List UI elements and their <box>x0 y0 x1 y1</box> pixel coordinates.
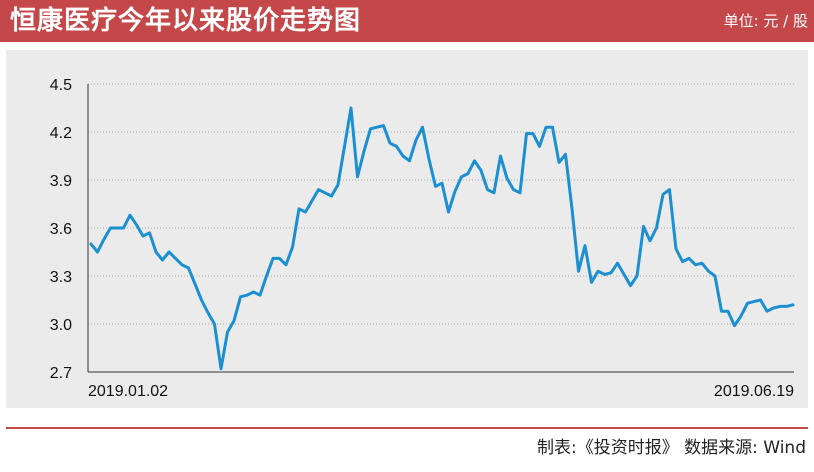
y-tick-label: 4.2 <box>50 125 72 142</box>
x-tick-end: 2019.06.19 <box>714 383 794 400</box>
y-tick-label: 3.6 <box>50 221 72 238</box>
unit-label: 单位: 元 / 股 <box>723 12 808 30</box>
title-bar: 恒康医疗今年以来股价走势图 单位: 元 / 股 <box>0 0 814 42</box>
footer-divider <box>6 427 808 429</box>
grid-lines <box>88 83 794 325</box>
y-tick-label: 4.5 <box>50 77 72 94</box>
y-tick-label: 3.3 <box>50 269 72 286</box>
y-tick-label: 2.7 <box>50 365 72 382</box>
chart-title: 恒康医疗今年以来股价走势图 <box>10 6 362 36</box>
price-series <box>89 106 795 371</box>
y-axis-ticks: 2.7 3.0 3.3 3.6 3.9 4.2 4.5 <box>50 77 72 382</box>
source-note: 制表:《投资时报》 数据来源: Wind <box>537 438 806 458</box>
chart-panel: 2.7 3.0 3.3 3.6 3.9 4.2 4.5 2019.01.02 2019.06… <box>6 50 808 408</box>
series-line <box>89 106 795 371</box>
x-tick-start: 2019.01.02 <box>88 383 168 400</box>
y-tick-label: 3.9 <box>50 173 72 190</box>
line-chart: 2.7 3.0 3.3 3.6 3.9 4.2 4.5 2019.01.02 2019.06… <box>50 77 795 400</box>
y-tick-label: 3.0 <box>50 317 72 334</box>
